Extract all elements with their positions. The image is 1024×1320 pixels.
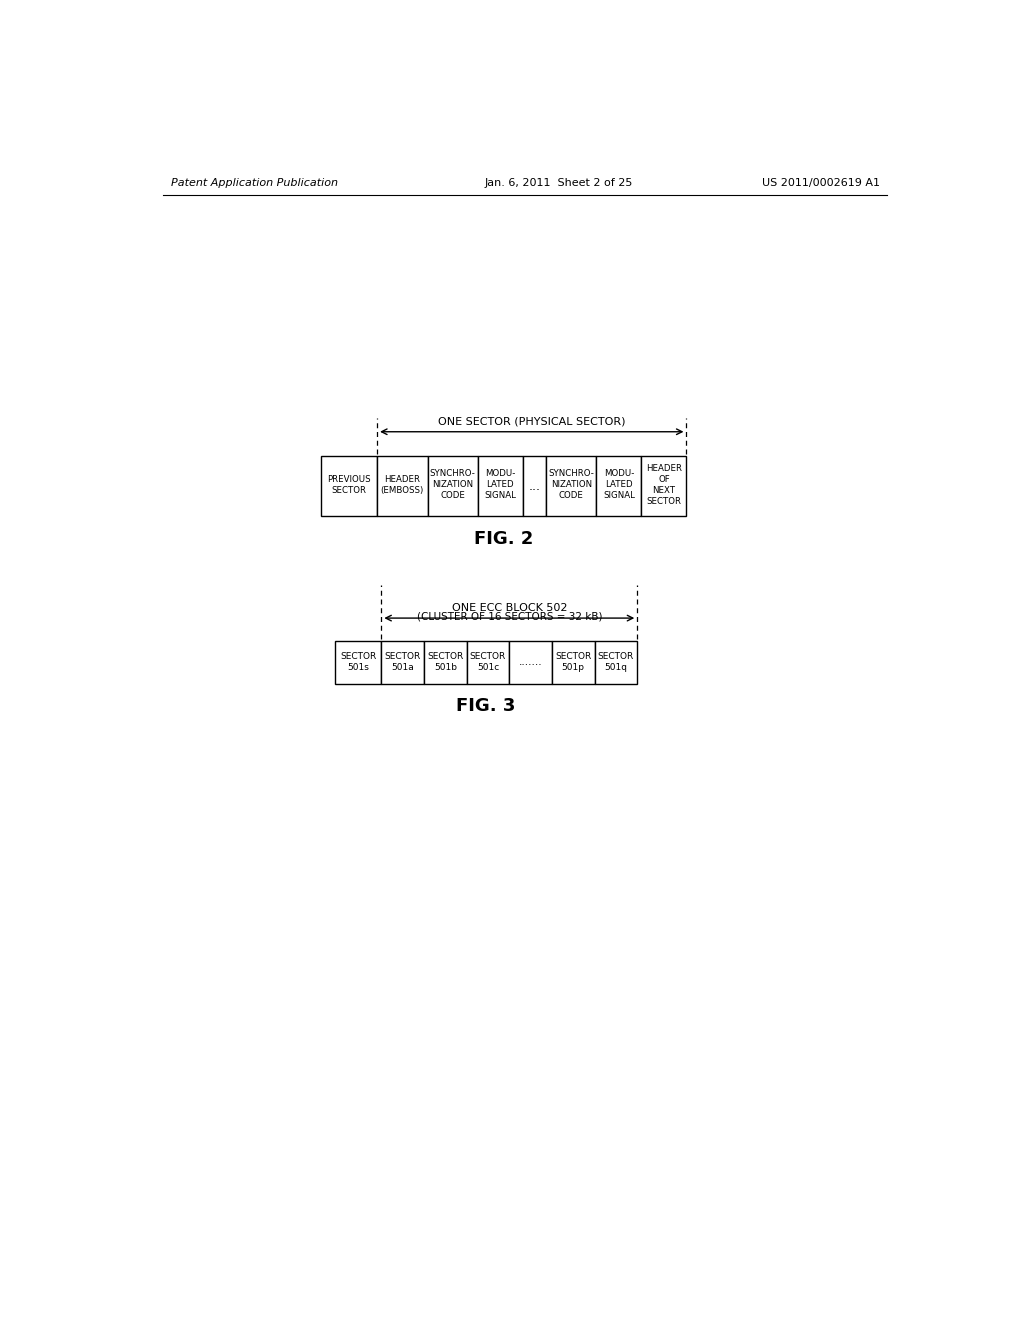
Text: ...: ... (528, 480, 541, 492)
Text: SECTOR
501q: SECTOR 501q (598, 652, 634, 672)
Text: SECTOR
501b: SECTOR 501b (427, 652, 464, 672)
Bar (322, 457, 377, 516)
Text: SECTOR
501s: SECTOR 501s (340, 652, 376, 672)
Bar (509, 642, 552, 684)
Text: SECTOR
501p: SECTOR 501p (555, 652, 592, 672)
Bar (597, 457, 641, 516)
Bar (478, 457, 523, 516)
Text: SECTOR
501a: SECTOR 501a (385, 652, 421, 672)
Text: HEADER
(EMBOSS): HEADER (EMBOSS) (381, 475, 424, 495)
Bar (424, 642, 467, 684)
Bar (595, 642, 637, 684)
Text: .......: ....... (519, 657, 543, 668)
Bar (335, 642, 381, 684)
Bar (641, 457, 686, 516)
Text: FIG. 2: FIG. 2 (474, 531, 534, 548)
Text: MODU-
LATED
SIGNAL: MODU- LATED SIGNAL (484, 470, 516, 500)
Text: (CLUSTER OF 16 SECTORS = 32 kB): (CLUSTER OF 16 SECTORS = 32 kB) (417, 612, 602, 622)
Text: Patent Application Publication: Patent Application Publication (171, 178, 338, 187)
Text: SYNCHRO-
NIZATION
CODE: SYNCHRO- NIZATION CODE (549, 470, 594, 500)
Bar (523, 457, 546, 516)
Bar (381, 642, 424, 684)
Text: Jan. 6, 2011  Sheet 2 of 25: Jan. 6, 2011 Sheet 2 of 25 (484, 178, 633, 187)
Text: FIG. 3: FIG. 3 (457, 697, 516, 715)
Text: HEADER
OF
NEXT
SECTOR: HEADER OF NEXT SECTOR (646, 463, 682, 506)
Text: PREVIOUS
SECTOR: PREVIOUS SECTOR (328, 475, 371, 495)
Text: US 2011/0002619 A1: US 2011/0002619 A1 (762, 178, 880, 187)
Text: SYNCHRO-
NIZATION
CODE: SYNCHRO- NIZATION CODE (430, 470, 476, 500)
Text: SECTOR
501c: SECTOR 501c (470, 652, 506, 672)
Text: ONE SECTOR (PHYSICAL SECTOR): ONE SECTOR (PHYSICAL SECTOR) (438, 416, 626, 426)
Bar (546, 457, 597, 516)
Text: ONE ECC BLOCK 502: ONE ECC BLOCK 502 (452, 603, 567, 614)
Bar (377, 457, 428, 516)
Bar (428, 457, 478, 516)
Bar (552, 642, 595, 684)
Text: MODU-
LATED
SIGNAL: MODU- LATED SIGNAL (603, 470, 635, 500)
Bar (467, 642, 509, 684)
